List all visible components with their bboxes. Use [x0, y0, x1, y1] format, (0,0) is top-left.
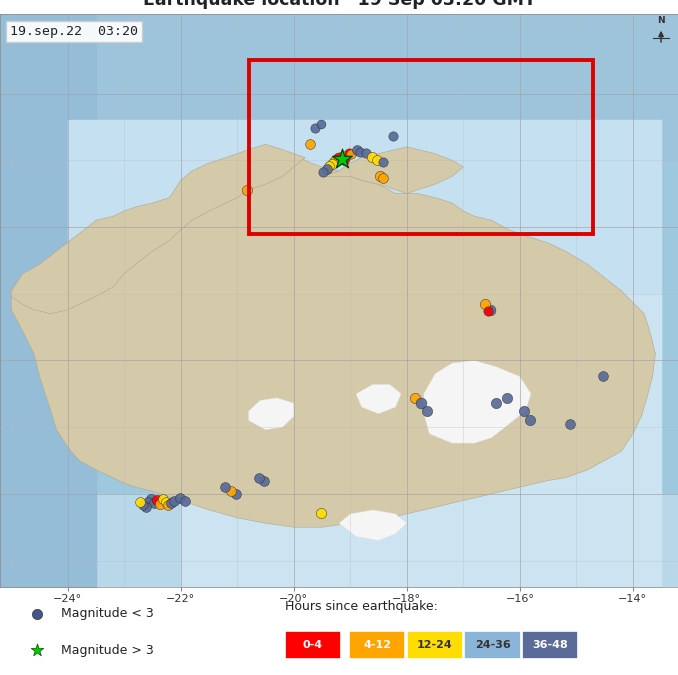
Point	[225, 486, 236, 497]
Point	[323, 161, 334, 171]
Point	[378, 172, 388, 183]
Point	[387, 130, 398, 141]
Point	[344, 148, 355, 159]
Polygon shape	[12, 144, 305, 314]
Point	[152, 495, 163, 506]
FancyBboxPatch shape	[407, 631, 463, 659]
Point	[310, 122, 321, 133]
Point	[165, 497, 176, 508]
Point	[525, 415, 536, 426]
Polygon shape	[424, 360, 531, 443]
Point	[304, 139, 315, 150]
Point	[254, 472, 264, 483]
Point	[346, 149, 357, 160]
Point	[180, 495, 191, 506]
Bar	[249, 60, 593, 234]
Point	[502, 392, 513, 403]
Text: Magnitude < 3: Magnitude < 3	[61, 607, 154, 620]
Point	[482, 306, 493, 317]
Point	[157, 493, 168, 504]
Point	[598, 371, 609, 382]
Point	[410, 392, 420, 403]
Point	[155, 498, 165, 509]
Point	[673, 402, 678, 413]
Point	[220, 482, 231, 493]
Point	[138, 499, 148, 510]
Point	[242, 184, 253, 195]
Point	[374, 171, 385, 182]
Point	[485, 304, 496, 315]
Point	[332, 153, 343, 163]
Text: 12-24: 12-24	[417, 640, 453, 650]
Polygon shape	[356, 385, 401, 414]
Point	[338, 154, 349, 165]
Text: 24-36: 24-36	[475, 640, 511, 650]
Point	[479, 299, 490, 310]
Polygon shape	[249, 398, 294, 430]
Point	[160, 496, 171, 507]
Point	[259, 475, 270, 486]
Text: N: N	[657, 16, 665, 25]
FancyBboxPatch shape	[285, 631, 341, 659]
Polygon shape	[339, 510, 407, 541]
Point	[673, 68, 678, 78]
Point	[318, 166, 329, 177]
Polygon shape	[322, 147, 463, 194]
FancyBboxPatch shape	[522, 631, 578, 659]
Text: 36-48: 36-48	[532, 640, 568, 650]
FancyBboxPatch shape	[349, 631, 405, 659]
Point	[321, 163, 332, 174]
Text: Magnitude > 3: Magnitude > 3	[61, 644, 154, 657]
Polygon shape	[12, 154, 656, 527]
Point	[148, 497, 159, 508]
Point	[140, 502, 151, 512]
Point	[174, 493, 185, 504]
Title: Earthquake location   19 Sep 03:20 GMT: Earthquake location 19 Sep 03:20 GMT	[142, 0, 536, 9]
FancyBboxPatch shape	[464, 631, 521, 659]
Point	[335, 151, 346, 162]
Point	[146, 494, 157, 505]
Point	[231, 489, 241, 500]
Point	[163, 500, 174, 510]
Point	[519, 406, 530, 416]
Point	[421, 406, 432, 416]
Point	[142, 496, 153, 507]
Point	[135, 496, 146, 507]
Text: Hours since earthquake:: Hours since earthquake:	[285, 600, 437, 613]
Point	[329, 155, 340, 166]
Text: 0-4: 0-4	[303, 640, 323, 650]
Point	[340, 151, 351, 161]
Point	[169, 495, 180, 506]
Point	[416, 398, 426, 408]
Point	[361, 148, 372, 159]
Point	[315, 119, 326, 130]
Point	[352, 145, 363, 156]
Point	[315, 507, 326, 518]
Point	[355, 146, 366, 157]
Point	[366, 151, 377, 162]
Point	[327, 158, 338, 169]
Point	[491, 398, 502, 408]
Text: 4-12: 4-12	[363, 640, 391, 650]
Point	[336, 153, 347, 164]
Point	[378, 157, 388, 167]
Point	[564, 419, 575, 430]
Text: 19.sep.22  03:20: 19.sep.22 03:20	[10, 25, 138, 38]
Point	[372, 154, 383, 165]
